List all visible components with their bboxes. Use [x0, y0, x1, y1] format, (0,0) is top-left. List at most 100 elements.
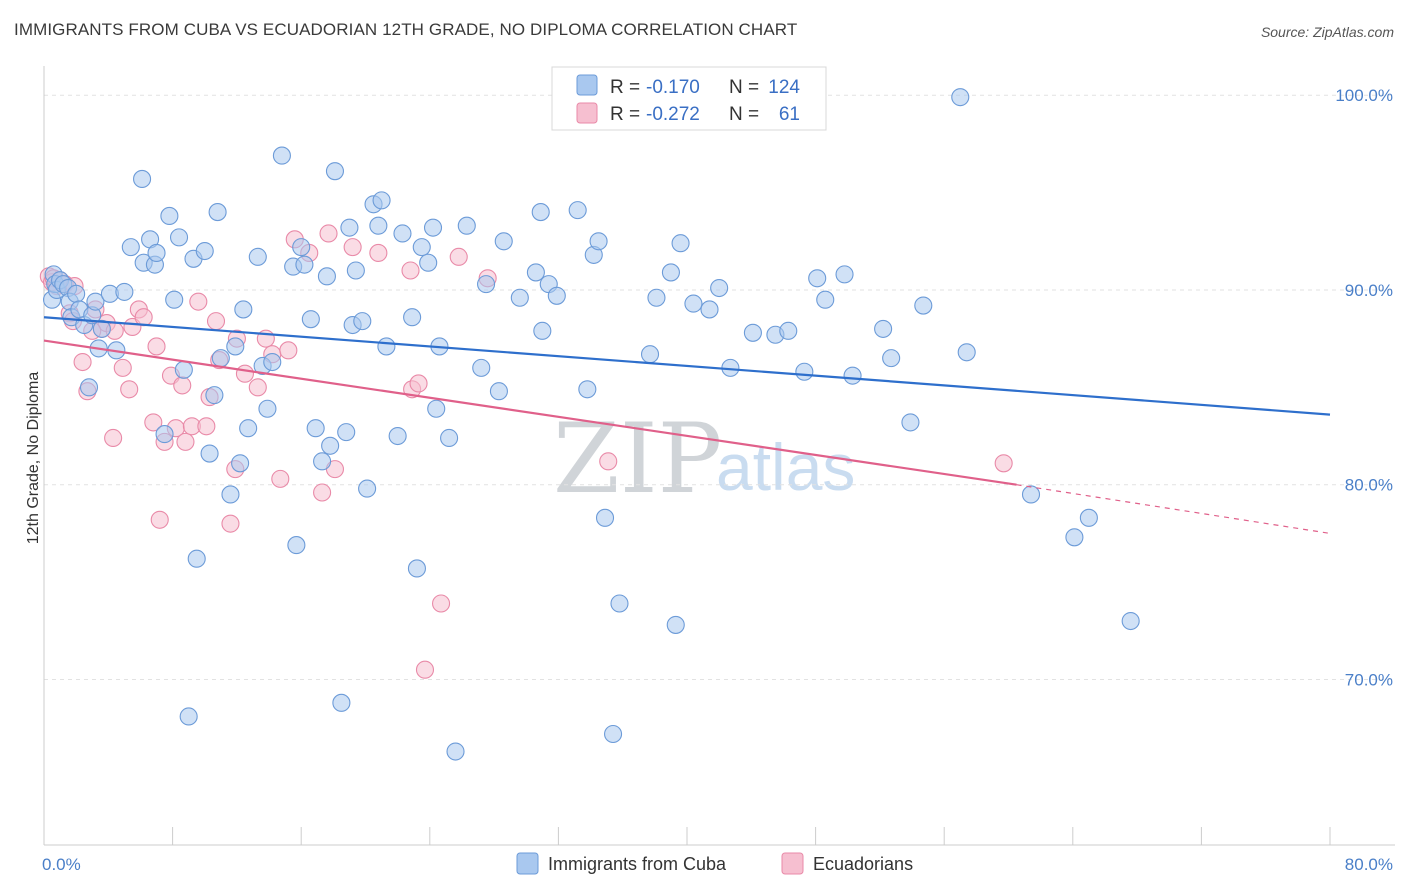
legend-n-label-ecuadorians: N = — [729, 104, 759, 125]
point-cuba — [779, 321, 798, 340]
point-cuba — [295, 255, 314, 274]
point-ecuadorians — [120, 380, 139, 399]
point-cuba — [531, 203, 550, 222]
point-cuba — [211, 349, 230, 368]
point-cuba — [353, 312, 372, 331]
point-cuba — [440, 428, 459, 448]
point-cuba — [446, 742, 465, 761]
point-cuba — [67, 284, 86, 303]
series-cuba — [42, 88, 1140, 761]
point-cuba — [258, 399, 277, 418]
point-cuba — [407, 559, 426, 578]
point-cuba — [346, 261, 365, 280]
point-cuba — [666, 615, 685, 634]
point-cuba — [1121, 611, 1140, 631]
point-ecuadorians — [432, 594, 451, 613]
point-cuba — [684, 294, 703, 313]
point-ecuadorians — [994, 454, 1013, 473]
point-cuba — [547, 286, 566, 305]
axes — [43, 66, 1395, 846]
y-tick-label: 80.0% — [1345, 476, 1393, 495]
point-cuba — [1021, 485, 1041, 504]
point-cuba — [640, 345, 660, 364]
chart-title: IMMIGRANTS FROM CUBA VS ECUADORIAN 12TH … — [14, 20, 798, 39]
watermark-zip: ZIP — [553, 403, 722, 515]
point-ecuadorians — [150, 510, 169, 529]
point-cuba — [377, 337, 396, 356]
point-cuba — [472, 358, 491, 377]
point-cuba — [901, 413, 920, 432]
point-cuba — [174, 360, 193, 379]
point-cuba — [248, 247, 267, 266]
point-cuba — [187, 549, 206, 568]
point-cuba — [292, 238, 311, 257]
point-cuba — [358, 479, 377, 498]
y-tick-labels: 70.0% 80.0% 90.0% 100.0% — [1335, 86, 1393, 689]
trend-lines — [43, 316, 1331, 534]
point-cuba — [1079, 508, 1098, 527]
point-cuba — [533, 321, 552, 340]
point-cuba — [263, 352, 282, 372]
point-cuba — [337, 423, 356, 442]
point-cuba — [121, 238, 140, 257]
point-cuba — [340, 218, 359, 237]
point-cuba — [321, 436, 340, 455]
point-ecuadorians — [313, 483, 332, 502]
point-ecuadorians — [176, 432, 195, 451]
y-tick-label: 70.0% — [1345, 670, 1393, 689]
point-cuba — [369, 216, 388, 235]
trend-line-cuba — [43, 316, 1331, 416]
point-ecuadorians — [279, 341, 298, 360]
point-cuba — [843, 366, 862, 385]
point-cuba — [92, 319, 111, 338]
point-cuba — [671, 234, 690, 253]
point-ecuadorians — [401, 261, 420, 280]
point-cuba — [710, 278, 729, 298]
gridlines — [44, 94, 1395, 680]
point-cuba — [221, 485, 240, 504]
point-cuba — [578, 380, 597, 399]
legend: R = -0.170 N = 124 R = -0.272 N = 61 — [551, 66, 827, 131]
point-ecuadorians — [271, 469, 290, 488]
point-ecuadorians — [235, 364, 254, 383]
point-cuba — [477, 275, 496, 294]
point-ecuadorians — [248, 378, 267, 397]
legend-r-value-cuba: -0.170 — [646, 77, 700, 98]
point-cuba — [568, 201, 587, 220]
point-cuba — [808, 269, 827, 288]
point-cuba — [835, 265, 854, 284]
point-cuba — [700, 300, 719, 319]
point-ecuadorians — [144, 413, 163, 432]
bottom-legend: Immigrants from Cuba Ecuadorians — [516, 852, 913, 875]
point-cuba — [287, 536, 306, 555]
point-cuba — [412, 238, 431, 257]
point-cuba — [393, 224, 412, 243]
point-cuba — [208, 203, 227, 222]
point-cuba — [816, 290, 835, 309]
legend-n-value-cuba: 124 — [768, 77, 800, 98]
point-cuba — [332, 693, 351, 712]
point-cuba — [79, 378, 99, 397]
bottom-legend-label-ecuadorians: Ecuadorians — [813, 854, 913, 874]
point-cuba — [179, 707, 198, 726]
point-cuba — [272, 146, 291, 165]
point-cuba — [147, 243, 166, 263]
point-cuba — [403, 308, 422, 327]
legend-r-label-ecuadorians: R = — [610, 104, 640, 125]
legend-r-label-cuba: R = — [610, 77, 640, 98]
point-cuba — [427, 399, 446, 418]
point-cuba — [951, 88, 970, 107]
point-ecuadorians — [134, 308, 153, 327]
bottom-legend-swatch-ecuadorians — [781, 852, 804, 875]
point-ecuadorians — [343, 238, 362, 257]
point-cuba — [647, 288, 666, 307]
point-ecuadorians — [369, 243, 388, 263]
source-credit: Source: ZipAtlas.com — [1260, 24, 1394, 40]
point-ecuadorians — [173, 376, 192, 395]
point-cuba — [239, 419, 258, 438]
point-cuba — [494, 232, 513, 251]
point-ecuadorians — [147, 337, 166, 356]
point-cuba — [423, 218, 443, 237]
point-cuba — [325, 162, 345, 181]
